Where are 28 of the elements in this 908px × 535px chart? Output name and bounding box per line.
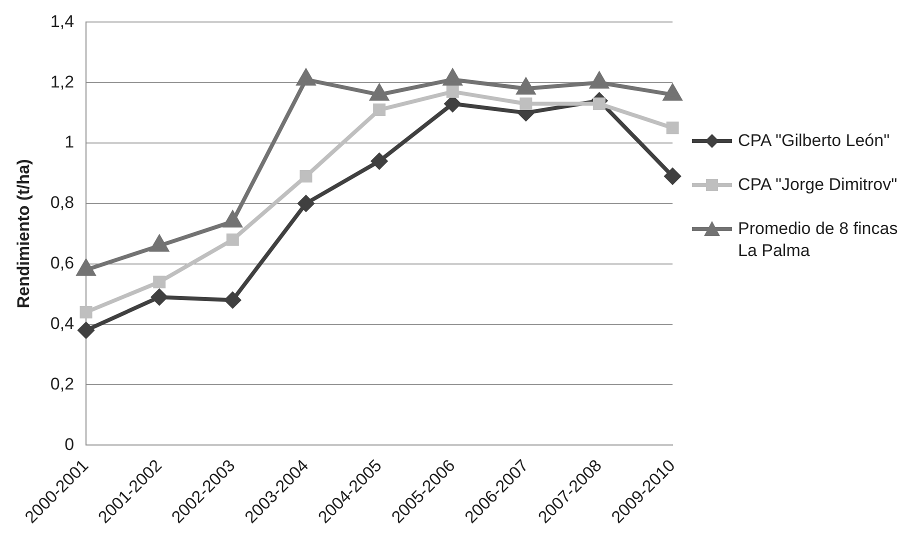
y-axis-title: Rendimiento (t/ha)	[14, 159, 33, 308]
y-tick-label: 1	[64, 132, 74, 152]
point	[224, 292, 241, 308]
point	[371, 153, 388, 170]
point	[151, 289, 168, 306]
y-tick-label: 1,4	[50, 12, 74, 31]
y-tick-label: 0,6	[50, 254, 74, 273]
y-tick-label: 0,8	[50, 193, 74, 212]
point	[664, 168, 681, 184]
point	[226, 233, 239, 246]
legend-label: CPA "Jorge Dimitrov"	[738, 174, 898, 196]
point	[446, 85, 459, 98]
point	[666, 122, 679, 134]
point	[153, 276, 166, 288]
point	[298, 195, 314, 212]
point	[520, 98, 532, 110]
y-tick-label: 0,2	[50, 374, 74, 394]
point	[78, 322, 94, 338]
legend-label: CPA "Gilberto León"	[738, 130, 890, 152]
y-tick-label: 1,2	[50, 72, 74, 92]
point	[80, 306, 92, 318]
point	[444, 96, 461, 112]
y-tick-label: 0	[64, 434, 74, 454]
point	[593, 98, 606, 110]
legend-label: Promedio de 8 fincas La Palma	[738, 218, 899, 262]
point	[373, 104, 386, 116]
y-tick-label: 0,4	[50, 314, 74, 333]
point	[300, 170, 312, 182]
